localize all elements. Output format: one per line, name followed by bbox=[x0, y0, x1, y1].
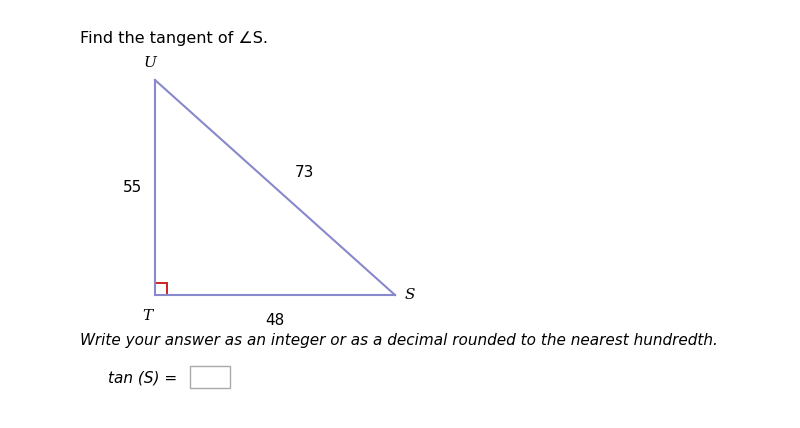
FancyBboxPatch shape bbox=[190, 366, 230, 388]
Text: 48: 48 bbox=[266, 313, 285, 328]
Text: T: T bbox=[142, 309, 152, 323]
Text: 73: 73 bbox=[295, 165, 314, 180]
Text: 55: 55 bbox=[123, 180, 142, 195]
Text: S: S bbox=[405, 288, 415, 302]
Text: tan (S) =: tan (S) = bbox=[108, 371, 177, 386]
Bar bbox=[155, 283, 167, 295]
Text: Write your answer as an integer or as a decimal rounded to the nearest hundredth: Write your answer as an integer or as a … bbox=[80, 333, 718, 348]
Text: Find the tangent of ∠S.: Find the tangent of ∠S. bbox=[80, 30, 268, 45]
Text: U: U bbox=[143, 56, 157, 70]
